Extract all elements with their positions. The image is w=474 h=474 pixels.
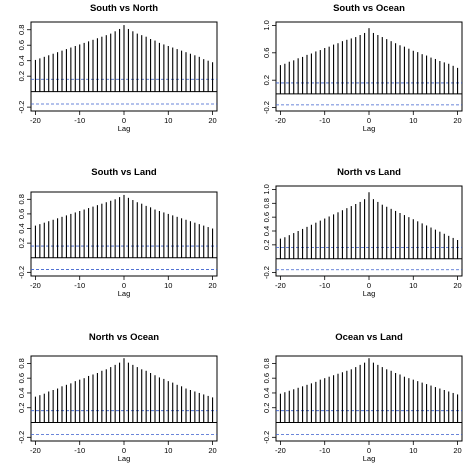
x-tick-label: 20 xyxy=(453,116,461,125)
x-tick-label: 20 xyxy=(453,281,461,290)
x-tick-label: 10 xyxy=(164,446,172,455)
x-tick-label: 20 xyxy=(208,116,216,125)
x-axis-label: Lag xyxy=(363,454,376,463)
x-tick-label: -10 xyxy=(319,281,330,290)
y-tick-label: -0.2 xyxy=(17,431,26,444)
x-axis-label: Lag xyxy=(118,124,131,133)
y-tick-label: -0.2 xyxy=(262,431,271,444)
x-tick-label: -10 xyxy=(74,116,85,125)
panel-title: North vs Land xyxy=(337,167,401,178)
x-tick-label: -10 xyxy=(319,116,330,125)
y-tick-label: 0.4 xyxy=(262,226,271,236)
y-tick-label: 0.2 xyxy=(17,71,26,81)
y-tick-label: 0.8 xyxy=(17,194,26,204)
y-tick-label: 0.4 xyxy=(17,388,26,398)
y-tick-label: 0.4 xyxy=(17,55,26,65)
y-tick-label: -0.2 xyxy=(17,266,26,279)
y-tick-label: -0.2 xyxy=(17,101,26,114)
y-tick-label: 0.6 xyxy=(17,373,26,383)
x-axis-label: Lag xyxy=(363,124,376,133)
y-tick-label: 0.8 xyxy=(262,198,271,208)
y-tick-label: 0.6 xyxy=(262,48,271,58)
x-axis-label: Lag xyxy=(118,289,131,298)
x-tick-label: 10 xyxy=(164,281,172,290)
y-tick-label: 0.8 xyxy=(262,358,271,368)
x-axis-label: Lag xyxy=(363,289,376,298)
y-tick-label: 0.2 xyxy=(262,75,271,85)
panel-title: South vs Ocean xyxy=(333,3,405,14)
x-tick-label: -20 xyxy=(275,116,286,125)
x-tick-label: -20 xyxy=(30,446,41,455)
y-tick-label: -0.2 xyxy=(262,101,271,114)
acf-panel: Ocean vs Land -20 -10 0 10 20 -0.2 0.2 0.4 0.6 0.8… xyxy=(262,332,463,463)
y-tick-label: 0.8 xyxy=(17,358,26,368)
y-tick-label: 0.4 xyxy=(262,388,271,398)
x-tick-label: 0 xyxy=(367,446,371,455)
panel-title: South vs Land xyxy=(91,167,157,178)
x-tick-label: -10 xyxy=(74,281,85,290)
acf-panel: South vs North -20 -10 0 10 20 -0.2 0.2 0.4 0.6 0.… xyxy=(17,3,218,133)
x-tick-label: -10 xyxy=(74,446,85,455)
x-tick-label: 0 xyxy=(122,281,126,290)
x-tick-label: 10 xyxy=(164,116,172,125)
x-tick-label: 20 xyxy=(208,446,216,455)
acf-panel: North vs Land -20 -10 0 10 20 -0.2 0.2 0.4 0.6 0.8… xyxy=(262,167,463,298)
acf-panel: South vs Land -20 -10 0 10 20 -0.2 0.2 0.4 0.6 0.8… xyxy=(17,167,218,298)
y-tick-label: 0.6 xyxy=(17,40,26,50)
x-tick-label: 10 xyxy=(409,281,417,290)
y-tick-label: 0.2 xyxy=(262,240,271,250)
x-tick-label: 20 xyxy=(453,446,461,455)
acf-panel: North vs Ocean -20 -10 0 10 20 -0.2 0.2 0.4 0.6 0.… xyxy=(17,332,218,463)
y-tick-label: 1.0 xyxy=(262,184,271,194)
x-tick-label: 0 xyxy=(367,281,371,290)
x-tick-label: 10 xyxy=(409,116,417,125)
y-tick-label: 0.2 xyxy=(262,403,271,413)
x-tick-label: -20 xyxy=(275,446,286,455)
y-tick-label: 1.0 xyxy=(262,20,271,30)
y-tick-label: 0.6 xyxy=(262,373,271,383)
x-tick-label: -10 xyxy=(319,446,330,455)
y-tick-label: 0.2 xyxy=(17,403,26,413)
y-tick-label: 0.6 xyxy=(262,212,271,222)
acf-panel: South vs Ocean -20 -10 0 10 20 -0.2 0.2 0.6 1.0 La… xyxy=(262,3,463,133)
x-tick-label: -20 xyxy=(30,281,41,290)
panel-title: South vs North xyxy=(90,3,158,14)
y-tick-label: 0.4 xyxy=(17,223,26,233)
y-tick-label: 0.2 xyxy=(17,238,26,248)
panel-title: Ocean vs Land xyxy=(335,332,403,343)
y-tick-label: 0.8 xyxy=(17,25,26,35)
x-axis-label: Lag xyxy=(118,454,131,463)
x-tick-label: 0 xyxy=(122,446,126,455)
x-tick-label: 10 xyxy=(409,446,417,455)
y-tick-label: 0.6 xyxy=(17,209,26,219)
x-tick-label: 0 xyxy=(367,116,371,125)
x-tick-label: -20 xyxy=(30,116,41,125)
y-tick-label: -0.2 xyxy=(262,266,271,279)
panel-title: North vs Ocean xyxy=(89,332,159,343)
x-tick-label: 20 xyxy=(208,281,216,290)
x-tick-label: 0 xyxy=(122,116,126,125)
x-tick-label: -20 xyxy=(275,281,286,290)
